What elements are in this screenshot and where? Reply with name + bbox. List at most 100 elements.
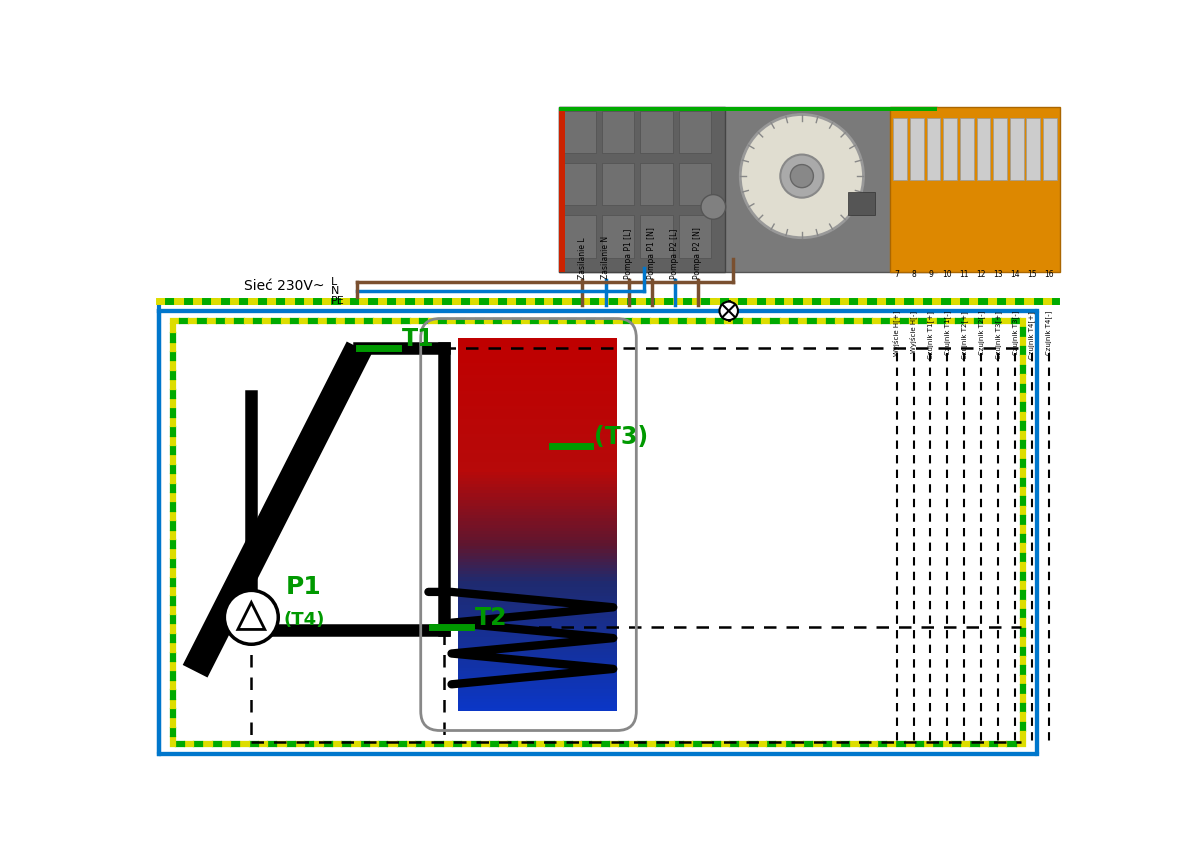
Bar: [959, 118, 974, 180]
Text: 13: 13: [994, 269, 1003, 279]
Bar: [440, 350, 617, 353]
Bar: [440, 493, 617, 497]
Bar: [440, 425, 617, 428]
Bar: [440, 615, 617, 618]
Bar: [440, 518, 617, 522]
Bar: [440, 372, 617, 375]
Text: Pompa P2 [L]: Pompa P2 [L]: [670, 228, 680, 279]
Bar: [440, 652, 617, 656]
Bar: [440, 559, 617, 562]
Bar: [440, 481, 617, 484]
Bar: [440, 528, 617, 531]
Bar: [440, 522, 617, 524]
Bar: [440, 490, 617, 493]
Bar: [440, 506, 617, 509]
Bar: [440, 409, 617, 413]
Bar: [440, 698, 617, 702]
Bar: [601, 215, 635, 257]
Bar: [440, 593, 617, 596]
Bar: [1027, 118, 1040, 180]
Bar: [440, 462, 617, 465]
Text: Wyjście H[+]: Wyjście H[+]: [893, 311, 900, 356]
Bar: [440, 428, 617, 432]
Bar: [440, 649, 617, 652]
Circle shape: [790, 165, 814, 188]
Text: 9: 9: [927, 269, 933, 279]
Bar: [560, 106, 937, 272]
Bar: [440, 378, 617, 381]
Bar: [440, 571, 617, 574]
Bar: [440, 447, 617, 450]
Bar: [440, 662, 617, 665]
Bar: [440, 338, 617, 341]
Bar: [440, 347, 617, 350]
Bar: [678, 111, 710, 153]
Bar: [440, 640, 617, 643]
Bar: [440, 686, 617, 690]
Bar: [440, 568, 617, 571]
Bar: [440, 468, 617, 472]
Bar: [440, 608, 617, 612]
Text: (T4): (T4): [283, 611, 325, 629]
Bar: [440, 388, 617, 390]
Bar: [440, 574, 617, 577]
Circle shape: [701, 195, 726, 220]
Text: (T3): (T3): [594, 425, 648, 449]
Bar: [440, 509, 617, 512]
Text: Zasilanie N: Zasilanie N: [601, 235, 610, 279]
Bar: [440, 696, 617, 698]
Bar: [440, 474, 617, 478]
Text: 10: 10: [943, 269, 952, 279]
Text: 15: 15: [1027, 269, 1037, 279]
Bar: [440, 656, 617, 658]
Bar: [440, 432, 617, 434]
Bar: [440, 456, 617, 459]
Text: Czujnik T2[+]: Czujnik T2[+]: [961, 311, 968, 359]
Bar: [440, 534, 617, 537]
Bar: [993, 118, 1007, 180]
Bar: [440, 497, 617, 499]
Bar: [440, 680, 617, 683]
Bar: [678, 215, 710, 257]
Bar: [440, 631, 617, 633]
Bar: [440, 543, 617, 547]
Bar: [440, 596, 617, 599]
Bar: [893, 118, 907, 180]
Text: P1: P1: [286, 575, 321, 599]
Bar: [440, 440, 617, 444]
Bar: [440, 356, 617, 360]
Bar: [440, 671, 617, 674]
Text: 7: 7: [894, 269, 899, 279]
Bar: [440, 450, 617, 453]
Bar: [640, 163, 672, 205]
Bar: [440, 531, 617, 534]
Text: 12: 12: [976, 269, 986, 279]
Bar: [440, 665, 617, 668]
Bar: [563, 163, 595, 205]
Text: Zasilanie L: Zasilanie L: [578, 237, 587, 279]
Bar: [440, 434, 617, 438]
Bar: [440, 360, 617, 363]
Text: Czujnik T3[-]: Czujnik T3[-]: [1012, 311, 1019, 355]
Text: Wyjście H[-]: Wyjście H[-]: [910, 311, 918, 353]
Bar: [440, 646, 617, 649]
Bar: [440, 583, 617, 587]
Bar: [440, 400, 617, 403]
Bar: [440, 668, 617, 671]
Bar: [440, 465, 617, 468]
Bar: [440, 547, 617, 549]
Bar: [440, 562, 617, 565]
Bar: [440, 618, 617, 621]
Bar: [440, 384, 617, 388]
Bar: [440, 413, 617, 415]
Text: N: N: [331, 286, 339, 296]
Bar: [440, 627, 617, 631]
Bar: [440, 587, 617, 590]
Circle shape: [224, 590, 279, 644]
Bar: [926, 118, 940, 180]
Bar: [560, 106, 937, 112]
Bar: [440, 438, 617, 440]
Bar: [440, 499, 617, 503]
Text: 8: 8: [911, 269, 916, 279]
Bar: [440, 633, 617, 637]
